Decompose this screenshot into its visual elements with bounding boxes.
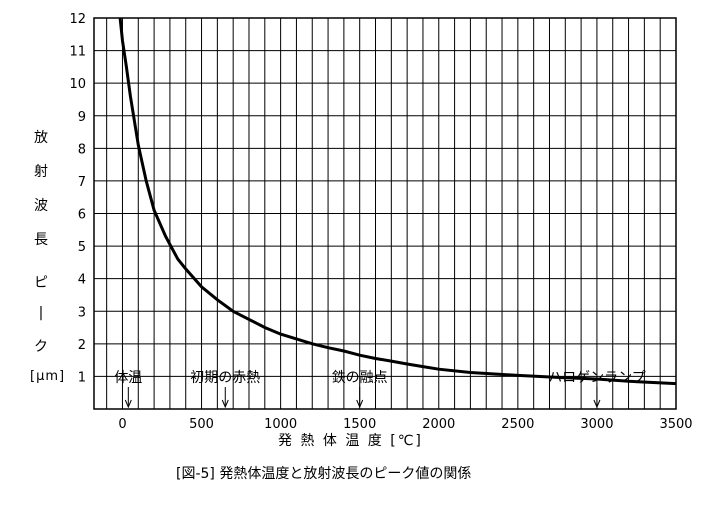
y-tick-label: 7 [78,175,86,190]
annotation: 初期の赤熱 [190,369,260,409]
y-title-char: 射 [34,164,48,180]
annotation: 鉄の融点 [332,370,388,409]
annotation-label: ハロゲンランプ [548,370,646,386]
x-tick-label: 500 [189,417,214,432]
y-title-char: | [38,305,44,321]
annotation-arrow-head [221,399,229,409]
y-tick-label: 1 [78,370,86,385]
annotation-label: 初期の赤熱 [190,369,260,386]
plot-frame [93,17,677,410]
y-tick-label: 6 [78,208,86,223]
annotation-label: 体温 [114,370,142,386]
x-tick-label: 1000 [264,417,297,432]
y-tick-label: 11 [69,45,86,60]
annotation-arrow-head [124,399,132,409]
y-title-char: 長 [34,232,48,248]
series-line-peak-wavelength [118,17,677,386]
y-title-char: ピ [34,275,48,291]
y-tick-label: 9 [78,110,86,125]
y-tick-label: 5 [78,240,86,255]
annotations: 体温 初期の赤熱 鉄の融点 ハロゲンランプ [114,369,646,409]
x-tick-label: 2500 [501,417,534,432]
annotation-arrow-head [356,399,364,409]
annotation-arrow-head [593,399,601,409]
y-tick-label: 12 [69,12,86,27]
x-axis-title: 発 熱 体 温 度 [℃] [278,433,423,449]
y-tick-label: 8 [78,142,86,157]
y-axis-unit: [μm] [30,369,66,384]
y-title-char: 放 [34,130,48,146]
y-tick-label: 2 [78,338,86,353]
y-title-char: 波 [34,198,48,214]
y-title-char: ク [34,339,48,355]
y-tick-label: 4 [78,273,86,288]
annotation: 体温 [114,370,142,409]
x-tick-label: 0 [118,417,126,432]
x-tick-label: 3000 [580,417,613,432]
x-tick-label: 2000 [422,417,455,432]
figure-caption: [図-5] 発熱体温度と放射波長のピーク値の関係 [176,466,472,482]
y-tick-label: 3 [78,305,86,320]
annotation: ハロゲンランプ [548,370,646,409]
annotation-label: 鉄の融点 [332,370,388,386]
x-tick-label: 1500 [343,417,376,432]
x-tick-label: 3500 [659,417,692,432]
y-tick-label: 10 [69,77,86,92]
grid-lines [94,17,677,409]
